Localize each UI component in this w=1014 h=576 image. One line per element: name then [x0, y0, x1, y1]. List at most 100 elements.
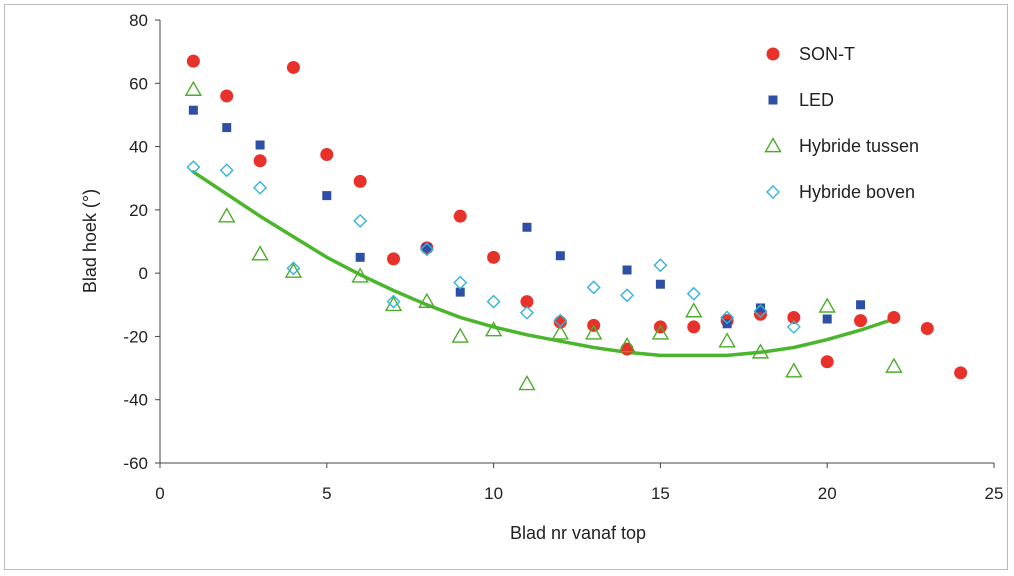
legend-label: LED	[799, 90, 834, 110]
data-point	[818, 297, 836, 313]
legend: SON-T LED Hybride tussen Hybride boven	[764, 44, 919, 202]
data-point	[487, 250, 501, 264]
y-tick-label: 80	[129, 11, 148, 30]
series-son-t	[186, 54, 968, 380]
data-point	[820, 355, 834, 369]
y-axis-title: Blad hoek (°)	[80, 189, 100, 293]
data-point	[188, 105, 198, 115]
data-point	[255, 140, 265, 150]
data-point	[453, 275, 468, 290]
data-point	[686, 286, 701, 301]
data-point	[887, 310, 901, 324]
data-point	[286, 261, 301, 276]
data-point	[455, 287, 465, 297]
data-point	[553, 315, 567, 329]
legend-marker	[766, 185, 780, 199]
data-point	[520, 295, 534, 309]
series-led	[188, 105, 866, 329]
data-point	[218, 207, 236, 223]
data-point	[518, 374, 536, 391]
data-point	[751, 343, 770, 359]
data-point	[954, 366, 968, 380]
legend-marker	[766, 47, 780, 61]
y-tick-label: -20	[123, 327, 148, 346]
data-point	[422, 243, 432, 253]
data-point	[219, 163, 234, 178]
data-point	[620, 342, 634, 356]
data-point	[286, 60, 300, 74]
x-tick-label: 15	[651, 484, 670, 503]
data-point	[320, 147, 334, 161]
data-point	[353, 213, 368, 228]
data-points	[184, 54, 968, 391]
data-point	[451, 327, 469, 343]
y-tick-label: 0	[139, 264, 148, 283]
data-point	[687, 320, 701, 334]
y-tick-label: -40	[123, 391, 148, 410]
data-point	[220, 89, 234, 103]
data-point	[753, 304, 768, 319]
data-point	[551, 324, 570, 340]
chart-frame	[4, 4, 1008, 570]
data-point	[655, 279, 665, 289]
legend-label: SON-T	[799, 44, 855, 64]
data-point	[186, 160, 201, 175]
data-point	[251, 245, 269, 261]
data-point	[755, 303, 765, 313]
x-axis-title: Blad nr vanaf top	[510, 523, 646, 543]
legend-label: Hybride tussen	[799, 136, 919, 156]
data-point	[584, 324, 603, 340]
data-point	[787, 310, 801, 324]
axes: 80 60 40 20 0 -20 -40 -60 0 5 10 15 20 25	[123, 11, 1003, 503]
data-point	[519, 305, 534, 320]
x-tick-label: 5	[322, 484, 331, 503]
data-point	[222, 123, 232, 133]
data-point	[351, 267, 369, 283]
legend-marker	[764, 137, 782, 153]
data-point	[854, 314, 868, 328]
data-point	[386, 294, 401, 309]
x-tick-label: 20	[818, 484, 837, 503]
y-tick-label: 60	[129, 74, 148, 93]
trendline	[191, 170, 896, 358]
data-point	[484, 321, 503, 337]
data-point	[622, 265, 632, 275]
data-point	[720, 310, 735, 325]
x-tick-label: 0	[155, 484, 164, 503]
data-point	[184, 80, 203, 96]
data-point	[253, 180, 268, 195]
x-tick-label: 25	[985, 484, 1004, 503]
data-point	[856, 300, 866, 310]
data-point	[651, 324, 670, 340]
data-point	[653, 258, 668, 273]
data-point	[522, 222, 532, 232]
data-point	[620, 288, 635, 303]
data-point	[718, 332, 736, 348]
data-point	[555, 251, 565, 261]
y-tick-label: 40	[129, 138, 148, 157]
data-point	[486, 294, 501, 309]
data-point	[685, 302, 703, 318]
data-point	[419, 242, 434, 257]
series-hybride-boven	[186, 160, 801, 334]
data-point	[253, 154, 267, 168]
y-tick-label: 20	[129, 201, 148, 220]
data-point	[586, 280, 601, 295]
data-point	[553, 313, 568, 328]
data-point	[387, 252, 401, 266]
data-point	[418, 292, 436, 308]
legend-marker	[768, 95, 778, 105]
data-point	[353, 174, 367, 188]
data-point	[885, 357, 903, 373]
x-tick-label: 10	[484, 484, 503, 503]
data-point	[786, 319, 801, 334]
data-point	[355, 252, 365, 262]
legend-label: Hybride boven	[799, 182, 915, 202]
data-point	[186, 54, 200, 68]
data-point	[322, 191, 332, 201]
y-tick-label: -60	[123, 454, 148, 473]
data-point	[618, 337, 636, 353]
trendline-group	[191, 170, 896, 358]
data-point	[785, 362, 803, 378]
